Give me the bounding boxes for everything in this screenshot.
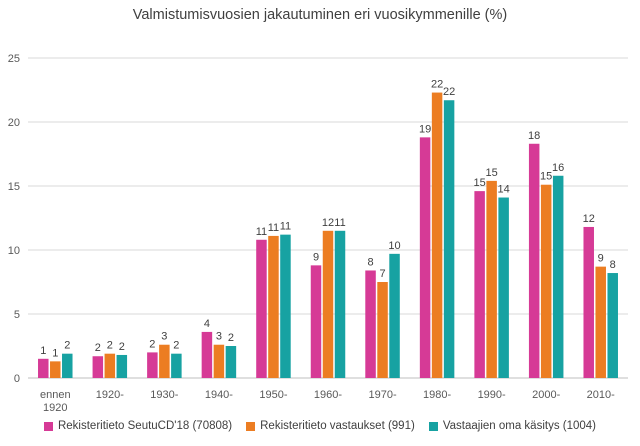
- bar: [389, 253, 400, 378]
- bar: [310, 265, 322, 378]
- data-label: 9: [313, 251, 319, 263]
- data-label: 2: [95, 342, 101, 354]
- x-tick-label: 1980-: [423, 389, 451, 401]
- legend-swatch-seutucd: [43, 421, 53, 431]
- x-tick-label: 1970-: [368, 389, 396, 401]
- bar: [92, 356, 104, 378]
- data-label: 15: [540, 171, 552, 183]
- bar: [159, 344, 170, 378]
- y-tick-label: 10: [8, 245, 20, 257]
- data-label: 2: [119, 341, 125, 353]
- legend-swatch-oma-kasitys: [428, 421, 438, 431]
- bar: [540, 184, 552, 378]
- bar: [280, 234, 291, 378]
- y-tick-label: 0: [14, 373, 20, 385]
- bar: [322, 230, 334, 378]
- bar: [528, 143, 540, 378]
- data-label: 11: [256, 226, 267, 238]
- data-label: 11: [280, 221, 291, 233]
- bar: [213, 344, 225, 378]
- data-label: 11: [334, 217, 345, 229]
- bar: [552, 175, 564, 378]
- x-tick-label: ennen: [40, 389, 71, 401]
- data-label: 14: [498, 184, 510, 196]
- bar: [377, 282, 388, 378]
- x-tick-label: 2010-: [587, 389, 615, 401]
- data-label: 2: [149, 338, 155, 350]
- x-tick-label: 2000-: [532, 389, 560, 401]
- legend-item-seutucd: Rekisteritieto SeutuCD'18 (70808): [43, 420, 233, 432]
- data-label: 11: [268, 222, 279, 234]
- legend-item-vastaukset: Rekisteritieto vastaukset (991): [246, 420, 415, 432]
- bar: [474, 191, 485, 378]
- data-label: 1: [52, 347, 58, 359]
- bar: [334, 230, 346, 378]
- data-label: 2: [107, 340, 113, 352]
- y-tick-label: 15: [8, 181, 20, 193]
- chart-title: Valmistumisvuosien jakautuminen eri vuos…: [132, 7, 508, 23]
- data-label: 2: [64, 340, 70, 352]
- bar: [38, 358, 49, 378]
- bar: [268, 235, 279, 378]
- bar: [104, 353, 116, 378]
- legend-label-vastaukset: Rekisteritieto vastaukset (991): [260, 420, 415, 432]
- bar: [171, 353, 182, 378]
- data-label: 3: [161, 331, 167, 343]
- data-label: 4: [204, 318, 210, 330]
- data-label: 3: [216, 331, 222, 343]
- bar: [62, 353, 73, 378]
- legend: Rekisteritieto SeutuCD'18 (70808) Rekist…: [0, 420, 640, 432]
- x-tick-label: 1990-: [478, 389, 506, 401]
- bar: [225, 346, 237, 378]
- data-label: 10: [388, 240, 400, 252]
- data-label: 9: [598, 253, 604, 265]
- data-label: 15: [486, 167, 498, 179]
- bar: [147, 352, 158, 378]
- data-label: 22: [431, 79, 443, 91]
- bar: [201, 331, 213, 378]
- bar: [607, 273, 618, 378]
- legend-item-oma-kasitys: Vastaajien oma käsitys (1004): [428, 420, 597, 432]
- y-tick-label: 5: [14, 309, 20, 321]
- y-tick-label: 25: [8, 53, 20, 65]
- data-label: 12: [583, 213, 595, 225]
- bar: [365, 270, 376, 378]
- data-label: 16: [552, 162, 564, 174]
- data-label: 2: [173, 340, 179, 352]
- x-tick-label: 1960-: [314, 389, 342, 401]
- x-tick-label: 1920: [43, 402, 67, 414]
- data-label: 22: [443, 86, 455, 98]
- bar: [419, 137, 431, 378]
- data-label: 18: [528, 130, 540, 142]
- bar: [443, 100, 455, 379]
- data-label: 7: [379, 268, 385, 280]
- data-label: 15: [474, 177, 486, 189]
- x-tick-label: 1950-: [259, 389, 287, 401]
- data-label: 8: [367, 256, 373, 268]
- data-label: 2: [228, 332, 234, 344]
- x-tick-label: 1930-: [150, 389, 178, 401]
- legend-label-oma-kasitys: Vastaajien oma käsitys (1004): [442, 420, 597, 432]
- x-tick-label: 1940-: [205, 389, 233, 401]
- bar: [256, 239, 267, 378]
- data-label: 1: [40, 345, 46, 357]
- bar: [116, 354, 128, 378]
- bar: [50, 361, 61, 378]
- data-label: 19: [419, 123, 431, 135]
- bar: [486, 180, 497, 378]
- x-tick-label: 1920-: [96, 389, 124, 401]
- bar: [595, 266, 606, 378]
- data-label: 12: [322, 217, 334, 229]
- bar: [583, 226, 594, 378]
- y-tick-label: 20: [8, 117, 20, 129]
- bar: [431, 92, 443, 378]
- legend-swatch-vastaukset: [246, 421, 256, 431]
- data-label: 8: [610, 259, 616, 271]
- legend-label-seutucd: Rekisteritieto SeutuCD'18 (70808): [57, 420, 233, 432]
- bar: [498, 197, 509, 378]
